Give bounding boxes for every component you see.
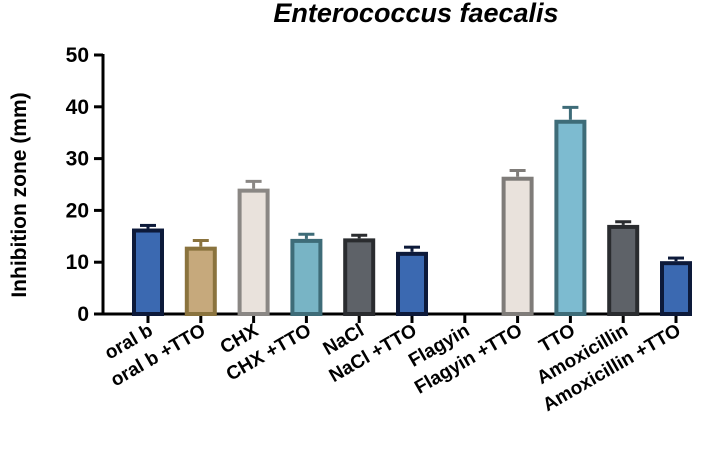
y-tick-label: 20 [66, 199, 89, 222]
bar-nacl [343, 238, 376, 316]
y-axis-label: Inhibition zone (mm) [8, 92, 31, 297]
bar-nacl-tto [396, 251, 428, 316]
chart-title: Enterococcus faecalis [273, 0, 558, 28]
bar-flagyin-tto [501, 176, 534, 316]
error-bars-group [140, 105, 684, 262]
y-axis: 0 10 20 30 40 50 [66, 44, 105, 326]
y-tick-label: 0 [77, 303, 89, 326]
y-tick-label: 30 [66, 148, 89, 171]
bar-chx-tto [290, 238, 323, 316]
bar-oral-b-tto [184, 246, 217, 316]
y-tick-label: 50 [66, 44, 89, 67]
bar-oral-b [132, 228, 164, 316]
bar-amoxicillin-tto [660, 261, 692, 316]
bars-group [132, 119, 692, 317]
y-tick-label: 40 [66, 96, 89, 119]
bar-amoxicillin [607, 224, 640, 317]
bar-tto [554, 119, 587, 316]
bar-chx [237, 188, 270, 316]
y-tick-label: 10 [66, 251, 89, 274]
